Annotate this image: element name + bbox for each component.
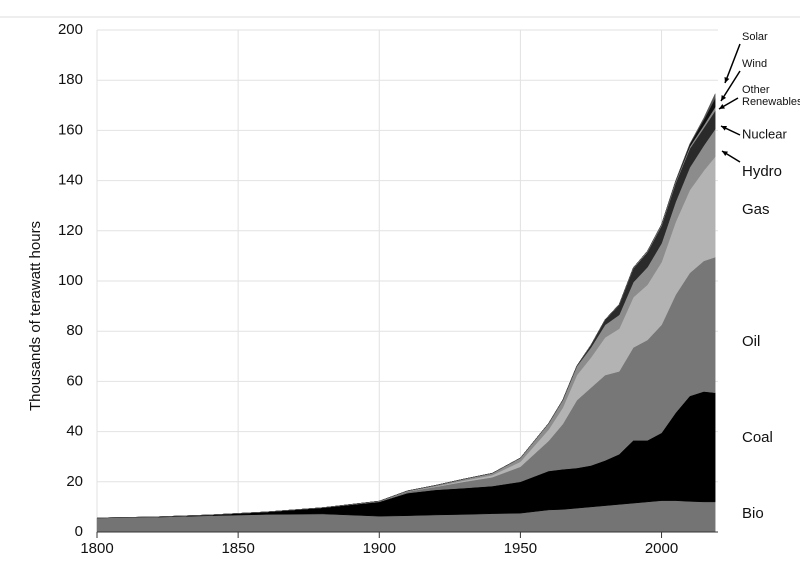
legend-label: Coal — [742, 429, 773, 446]
x-tick-label: 1850 — [221, 540, 254, 557]
y-tick-label: 40 — [66, 423, 83, 440]
pointer-head — [721, 125, 727, 131]
y-tick-label: 0 — [75, 523, 83, 540]
y-tick-label: 100 — [58, 272, 83, 289]
pointer-head — [724, 77, 730, 83]
legend-label: Wind — [742, 58, 767, 70]
y-tick-label: 20 — [66, 473, 83, 490]
area — [96, 93, 716, 519]
pointer — [720, 70, 741, 102]
pointer-head — [719, 104, 725, 109]
x-tick-label: 1900 — [363, 540, 396, 557]
pointer-head — [721, 95, 727, 101]
legend-label: Oil — [742, 333, 760, 350]
legend-label: Other Renewables — [742, 84, 800, 108]
x-tick-label: 2000 — [645, 540, 678, 557]
legend-label: Nuclear — [742, 126, 787, 141]
x-tick-label: 1950 — [504, 540, 537, 557]
y-tick-label: 140 — [58, 172, 83, 189]
legend-label: Bio — [742, 505, 764, 522]
legend-label: Hydro — [742, 163, 782, 180]
legend-label: Solar — [742, 31, 768, 43]
y-tick-label: 200 — [58, 21, 83, 38]
legend-label: Gas — [742, 201, 770, 218]
x-tick-label: 1800 — [80, 540, 113, 557]
y-tick-label: 80 — [66, 322, 83, 339]
y-axis-label: Thousands of terawatt hours — [27, 221, 44, 411]
y-tick-label: 160 — [58, 121, 83, 138]
y-tick-label: 180 — [58, 71, 83, 88]
y-tick-label: 60 — [66, 372, 83, 389]
y-tick-label: 120 — [58, 222, 83, 239]
pointer-head — [722, 151, 728, 157]
pointer — [724, 43, 741, 84]
